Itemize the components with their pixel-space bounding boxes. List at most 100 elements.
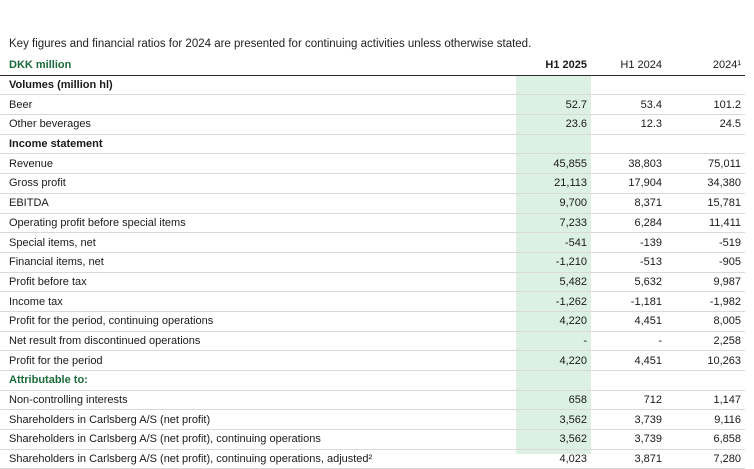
value-h1-2024: 38,803 — [591, 153, 666, 175]
value-2024: 8,005 — [666, 311, 745, 332]
row-label: Shareholders in Carlsberg A/S (net profi… — [0, 429, 516, 450]
table-row: Profit for the period, continuing operat… — [0, 311, 745, 332]
row-label: Income tax — [0, 291, 516, 312]
value-h1-2024: - — [591, 331, 666, 352]
section-label: Income statement — [0, 134, 516, 155]
value-2024: 7,280 — [666, 449, 745, 469]
column-header-h1-2025: H1 2025 — [516, 56, 591, 76]
intro-text: Key figures and financial ratios for 202… — [9, 38, 532, 50]
row-label: Special items, net — [0, 232, 516, 253]
value-2024: 34,380 — [666, 173, 745, 194]
row-label: Net result from discontinued operations — [0, 331, 516, 352]
value-h1-2025: 21,113 — [516, 173, 591, 194]
value-h1-2025: 23.6 — [516, 114, 591, 135]
value-h1-2025 — [516, 75, 591, 96]
value-h1-2024: -139 — [591, 232, 666, 253]
value-2024 — [666, 134, 745, 155]
value-h1-2025: 9,700 — [516, 193, 591, 214]
value-h1-2025: 45,855 — [516, 153, 591, 175]
value-h1-2025: 4,023 — [516, 449, 591, 469]
value-2024: 10,263 — [666, 350, 745, 371]
value-h1-2025: 3,562 — [516, 409, 591, 431]
value-2024: -519 — [666, 232, 745, 253]
row-label: Profit for the period, continuing operat… — [0, 311, 516, 332]
value-2024 — [666, 370, 745, 391]
value-h1-2025: 7,233 — [516, 213, 591, 234]
value-h1-2025: -1,262 — [516, 291, 591, 312]
value-h1-2024: 3,739 — [591, 409, 666, 431]
row-label: Shareholders in Carlsberg A/S (net profi… — [0, 449, 516, 469]
value-h1-2025: 4,220 — [516, 350, 591, 371]
value-h1-2024: 12.3 — [591, 114, 666, 135]
value-2024: 75,011 — [666, 153, 745, 175]
table-header-row: DKK million H1 2025 H1 2024 2024¹ — [0, 56, 745, 76]
section-header-row: Income statement — [0, 134, 745, 155]
table-body: Volumes (million hl) Beer 52.7 53.4 101.2 Oth… — [0, 75, 745, 469]
value-h1-2025: 52.7 — [516, 94, 591, 116]
value-2024: 2,258 — [666, 331, 745, 352]
table-row: Profit for the period 4,220 4,451 10,263 — [0, 350, 745, 371]
value-h1-2024: 8,371 — [591, 193, 666, 214]
table-row: Profit before tax 5,482 5,632 9,987 — [0, 272, 745, 293]
value-2024: 11,411 — [666, 213, 745, 234]
row-label: Gross profit — [0, 173, 516, 194]
key-figures-table: DKK million H1 2025 H1 2024 2024¹ Volume… — [0, 56, 745, 469]
value-h1-2024: 4,451 — [591, 311, 666, 332]
value-2024: 15,781 — [666, 193, 745, 214]
value-h1-2024: 6,284 — [591, 213, 666, 234]
table-row: Shareholders in Carlsberg A/S (net profi… — [0, 409, 745, 431]
table-row: EBITDA 9,700 8,371 15,781 — [0, 193, 745, 214]
row-label: Revenue — [0, 153, 516, 175]
table-row: Shareholders in Carlsberg A/S (net profi… — [0, 449, 745, 469]
row-label: Beer — [0, 94, 516, 116]
value-2024: 1,147 — [666, 390, 745, 411]
table-row: Non-controlling interests 658 712 1,147 — [0, 390, 745, 411]
row-label: Shareholders in Carlsberg A/S (net profi… — [0, 409, 516, 431]
value-h1-2025 — [516, 370, 591, 391]
column-header-h1-2024: H1 2024 — [591, 56, 666, 76]
table-row: Operating profit before special items 7,2… — [0, 213, 745, 234]
section-header-row: Volumes (million hl) — [0, 75, 745, 96]
value-h1-2025 — [516, 134, 591, 155]
table-row: Revenue 45,855 38,803 75,011 — [0, 153, 745, 175]
value-h1-2025: - — [516, 331, 591, 352]
value-2024: 101.2 — [666, 94, 745, 116]
value-h1-2024: -1,181 — [591, 291, 666, 312]
value-h1-2024: 5,632 — [591, 272, 666, 293]
value-h1-2024: 3,871 — [591, 449, 666, 469]
table-row: Shareholders in Carlsberg A/S (net profi… — [0, 429, 745, 450]
value-h1-2024: 17,904 — [591, 173, 666, 194]
row-label: Profit before tax — [0, 272, 516, 293]
row-label: Operating profit before special items — [0, 213, 516, 234]
table-row: Other beverages 23.6 12.3 24.5 — [0, 114, 745, 135]
value-h1-2024 — [591, 75, 666, 96]
value-h1-2024 — [591, 370, 666, 391]
row-label: EBITDA — [0, 193, 516, 214]
row-label: Profit for the period — [0, 350, 516, 371]
value-h1-2025: 3,562 — [516, 429, 591, 450]
value-h1-2025: 658 — [516, 390, 591, 411]
value-h1-2025: -541 — [516, 232, 591, 253]
row-label: Financial items, net — [0, 252, 516, 273]
table-row: Net result from discontinued operations -… — [0, 331, 745, 352]
value-2024: -1,982 — [666, 291, 745, 312]
value-h1-2024 — [591, 134, 666, 155]
table-row: Financial items, net -1,210 -513 -905 — [0, 252, 745, 273]
row-label: Non-controlling interests — [0, 390, 516, 411]
column-header-2024: 2024¹ — [666, 56, 745, 76]
value-2024: 9,116 — [666, 409, 745, 431]
value-h1-2024: 53.4 — [591, 94, 666, 116]
table-row: Gross profit 21,113 17,904 34,380 — [0, 173, 745, 194]
value-h1-2025: 5,482 — [516, 272, 591, 293]
value-2024 — [666, 75, 745, 96]
value-2024: 9,987 — [666, 272, 745, 293]
value-h1-2024: -513 — [591, 252, 666, 273]
section-label: Volumes (million hl) — [0, 75, 516, 96]
value-2024: 24.5 — [666, 114, 745, 135]
section-header-row: Attributable to: — [0, 370, 745, 391]
value-h1-2024: 712 — [591, 390, 666, 411]
table-row: Special items, net -541 -139 -519 — [0, 232, 745, 253]
value-h1-2024: 3,739 — [591, 429, 666, 450]
table-row: Income tax -1,262 -1,181 -1,982 — [0, 291, 745, 312]
unit-header: DKK million — [0, 56, 516, 76]
